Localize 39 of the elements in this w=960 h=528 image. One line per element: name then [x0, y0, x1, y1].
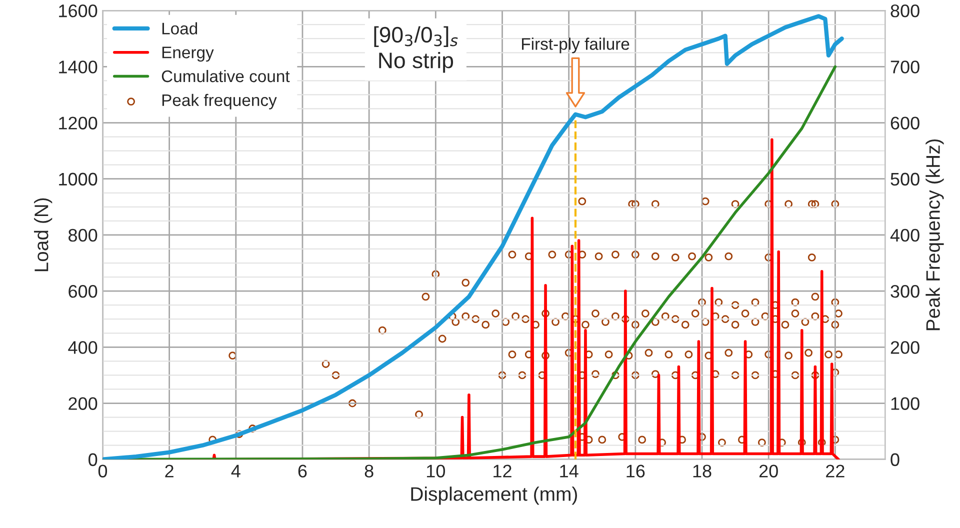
x-tick-label: 18	[693, 464, 712, 478]
x-tick-label: 20	[759, 464, 778, 478]
y-tick-label: 0	[88, 453, 98, 466]
annotation: [90$_{3}$/0$_{3}$]$_{s}$ No strip	[374, 26, 458, 73]
y-axis-title: Load (N)	[34, 198, 52, 272]
x-tick-label: 12	[494, 464, 512, 478]
legend-label: Energy	[162, 46, 214, 62]
annotation: First-ply failure	[522, 38, 630, 54]
x-tick-label: 4	[231, 464, 240, 478]
x-tick-label: 14	[560, 464, 578, 478]
y2-tick-label: 0	[890, 453, 900, 466]
legend-label: Cumulative count	[162, 70, 290, 82]
legend-label: Peak frequency	[162, 94, 277, 110]
y-tick-label: 1200	[59, 116, 98, 130]
y-tick-label: 1600	[59, 4, 98, 18]
y2-tick-label: 600	[890, 116, 920, 130]
y2-tick-label: 700	[890, 60, 920, 74]
x-axis-title: Displacement (mm)	[411, 486, 577, 505]
y2-tick-label: 300	[890, 284, 920, 298]
x-tick-label: 2	[165, 464, 174, 478]
y-tick-label: 1000	[59, 172, 98, 186]
y2-tick-label: 500	[890, 172, 920, 186]
y2-axis-title: Peak Frequency (kHz)	[926, 139, 944, 330]
x-tick-label: 6	[298, 464, 307, 478]
x-tick-label: 0	[98, 464, 108, 478]
y2-tick-label: 200	[890, 341, 920, 354]
legend-label: Load	[162, 22, 198, 34]
y2-tick-label: 800	[890, 4, 920, 18]
x-tick-label: 8	[364, 464, 374, 478]
y-tick-label: 200	[68, 397, 98, 410]
x-tick-label: 10	[426, 464, 445, 478]
y-tick-label: 1400	[59, 60, 98, 74]
y-tick-label: 800	[68, 228, 98, 242]
y2-tick-label: 100	[891, 397, 920, 410]
x-tick-label: 16	[626, 464, 645, 478]
y-tick-label: 400	[68, 341, 98, 354]
x-tick-label: 22	[826, 464, 844, 478]
y-tick-label: 600	[68, 284, 98, 298]
y2-tick-label: 400	[890, 228, 920, 242]
